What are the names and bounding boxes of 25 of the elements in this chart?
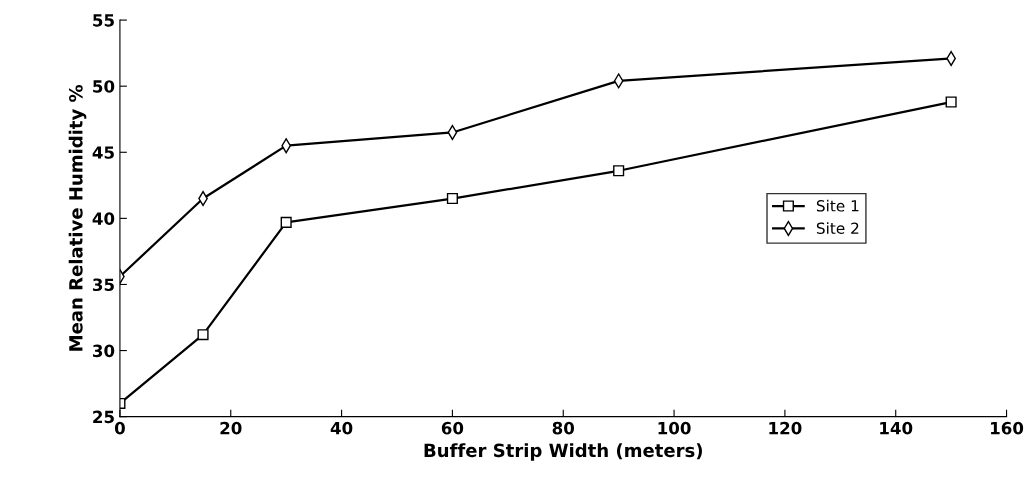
- y-tick-label: 25: [93, 410, 114, 424]
- point: [197, 329, 209, 341]
- point: [446, 192, 458, 205]
- y-tick-label: 40: [92, 212, 115, 225]
- y-axis-title: Mean Relative Humidity %: [68, 84, 87, 351]
- x-tick-label: 120: [769, 421, 802, 435]
- x-tick-label: 40: [330, 421, 353, 435]
- y-tick-label: 45: [92, 146, 114, 159]
- point: [613, 165, 625, 177]
- x-tick-label: 20: [220, 421, 242, 435]
- legend-label: Site 2: [816, 222, 859, 235]
- y-tick-label: 30: [92, 344, 115, 358]
- y-tick-label: 50: [93, 80, 115, 93]
- x-tick-label: 0: [114, 421, 125, 435]
- x-axis-title: Buffer Strip Width (meters): [424, 443, 702, 461]
- x-tick-label: 60: [441, 421, 464, 435]
- y-tick-label: 35: [92, 278, 114, 292]
- point: [945, 96, 957, 108]
- x-tick-label: 100: [658, 421, 691, 435]
- x-tick-label: 80: [552, 421, 575, 435]
- y-tick-label: 55: [93, 14, 114, 27]
- x-tick-label: 160: [991, 421, 1024, 435]
- legend-label: Site 1: [816, 199, 859, 212]
- x-tick-label: 140: [880, 421, 913, 435]
- point: [280, 216, 292, 228]
